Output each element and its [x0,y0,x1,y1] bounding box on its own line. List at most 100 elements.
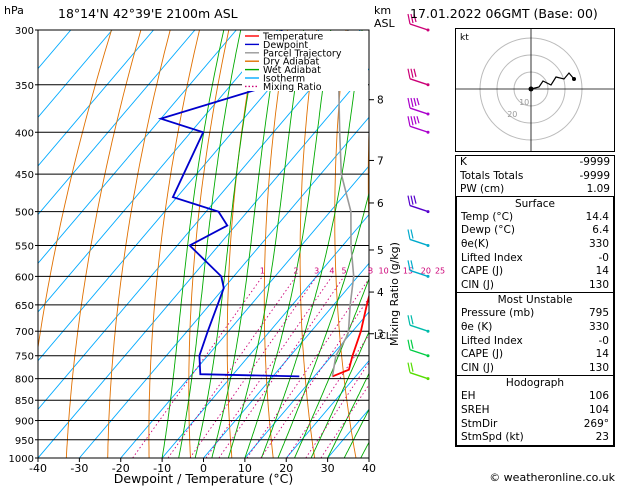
x-tick-label: 20 [279,462,293,475]
chart-series [157,30,369,378]
row-label: Lifted Index [461,334,523,347]
wind-barb-flag [413,97,417,107]
row-label: θe(K) [461,237,489,250]
isotherm-line [79,116,369,458]
wind-barb-point [426,329,430,333]
row-value: 795 [588,307,609,320]
hodograph-storm-motion [572,77,576,81]
hodograph-panel: kt 10 20 [455,28,615,152]
pressure-tick-label: 750 [15,352,34,363]
mixing-ratio-label: 5 [342,266,347,275]
row-value: -0 [598,251,609,264]
isotherm-line [161,213,369,458]
most-unstable-table: Pressure (mb) 795 θe (K) 330 Lifted Index -0 C… [457,307,613,375]
x-tick-label: -10 [153,462,171,475]
wind-barb-point [426,28,430,32]
wind-barb-staff [409,78,429,86]
datetime-title: 17.01.2022 06GMT (Base: 00) [410,6,598,21]
isotherm-line [38,30,196,216]
wind-barb-point [426,243,430,247]
hodograph-title: Hodograph [505,377,565,390]
mixing-ratio-label: 15 [403,266,413,275]
wind-barb-flag [410,229,414,239]
chart-axes: 3003504004505005506006507007508008509009… [4,4,445,486]
pressure-tick-label: 500 [15,208,34,219]
row-value: 269° [583,417,609,430]
mixing-ratio-label: 2 [293,266,298,275]
wind-barb-staff [409,23,429,31]
row-value: 6.4 [592,224,609,237]
row-value: 14 [595,265,609,278]
mixing-ratio-line [286,334,369,458]
wind-barb-point [426,130,430,134]
row-label: Dewp (°C) [461,224,515,237]
row-label: K [460,156,467,168]
mixing-ratio-line [205,276,333,458]
legend-entry: Dewpoint [263,40,308,51]
hodograph-unit-label: kt [460,33,469,43]
mixing-ratio-line [246,277,369,458]
mixing-ratio-label: 25 [435,266,445,275]
pressure-tick-label: 650 [15,301,34,312]
dry-adiabat [401,30,439,458]
wind-barb-staff [409,204,429,213]
km-tick-label: 7 [377,155,384,167]
series-parcel-trajectory [331,30,355,377]
isotherm-line [38,30,320,362]
wind-barb-flag [416,97,420,106]
mixing-ratio-line [189,276,318,458]
surface-section: Surface Temp (°C) 14.4 Dewp (°C) 6.4 θe(K) 33… [456,195,614,294]
wind-barb-flag [413,13,417,23]
series-temperature [332,293,369,378]
dry-adiabat [65,30,142,458]
wind-barb-flag [410,97,414,108]
row-value: 104 [588,403,609,416]
hodograph-section: Hodograph EH 106 SREH 104 StmDir 269° StmSpd (… [456,375,614,446]
pressure-tick-label: 450 [15,170,34,181]
hodograph-origin [528,86,534,92]
table-row: Totals Totals -9999 [456,170,614,184]
most-unstable-title: Most Unstable [497,294,573,307]
wind-barb-flag [407,116,411,127]
row-value: 106 [588,390,609,403]
wind-barb-staff [409,238,429,247]
wind-barb-flag [410,339,414,349]
row-label: θe (K) [461,320,493,333]
indices-table: K -9999 Totals Totals -9999 PW (cm) 1.09 [456,156,614,197]
x-axis-label: Dewpoint / Temperature (°C) [114,471,293,486]
wind-barb-flag [413,116,417,125]
wind-barb-flag [407,97,411,109]
isotherm-line [285,359,369,458]
legend-background [242,31,368,91]
pressure-tick-label: 850 [15,396,34,407]
hodograph-ring-label: 10 [519,98,529,107]
pressure-tick-label: 700 [15,327,34,338]
wind-barb-flag [410,362,414,372]
km-label: km [374,4,391,17]
table-row: CIN (J) 130 [457,362,613,376]
legend-entry: Wet Adiabat [263,65,321,76]
table-row: θe(K) 330 [457,238,613,252]
hpa-label: hPa [4,4,24,17]
wind-barb-flag [410,315,414,325]
wet-adiabat [343,408,369,458]
mixing-ratio-line [167,276,297,458]
isotherm-line [120,165,369,458]
table-row: Dewp (°C) 6.4 [457,224,613,238]
mixing-ratio-line [132,276,263,458]
mixing-ratio-label: 4 [329,266,334,275]
pressure-tick-label: 350 [15,81,34,92]
pressure-tick-label: 300 [15,26,34,37]
wind-barb-flag [407,229,411,240]
table-row: K -9999 [456,156,614,170]
mixing-ratio-line [218,276,345,458]
row-label: CAPE (J) [461,265,504,278]
asl-label: ASL [374,17,396,30]
most-unstable-section: Most Unstable Pressure (mb) 795 θe (K) 330 L… [456,292,614,377]
x-tick-label: 0 [200,462,207,475]
km-tick-label: 6 [377,198,384,210]
wind-barb-point [426,210,430,214]
wind-barb-flag [410,68,414,78]
km-tick-label: 5 [377,245,384,257]
